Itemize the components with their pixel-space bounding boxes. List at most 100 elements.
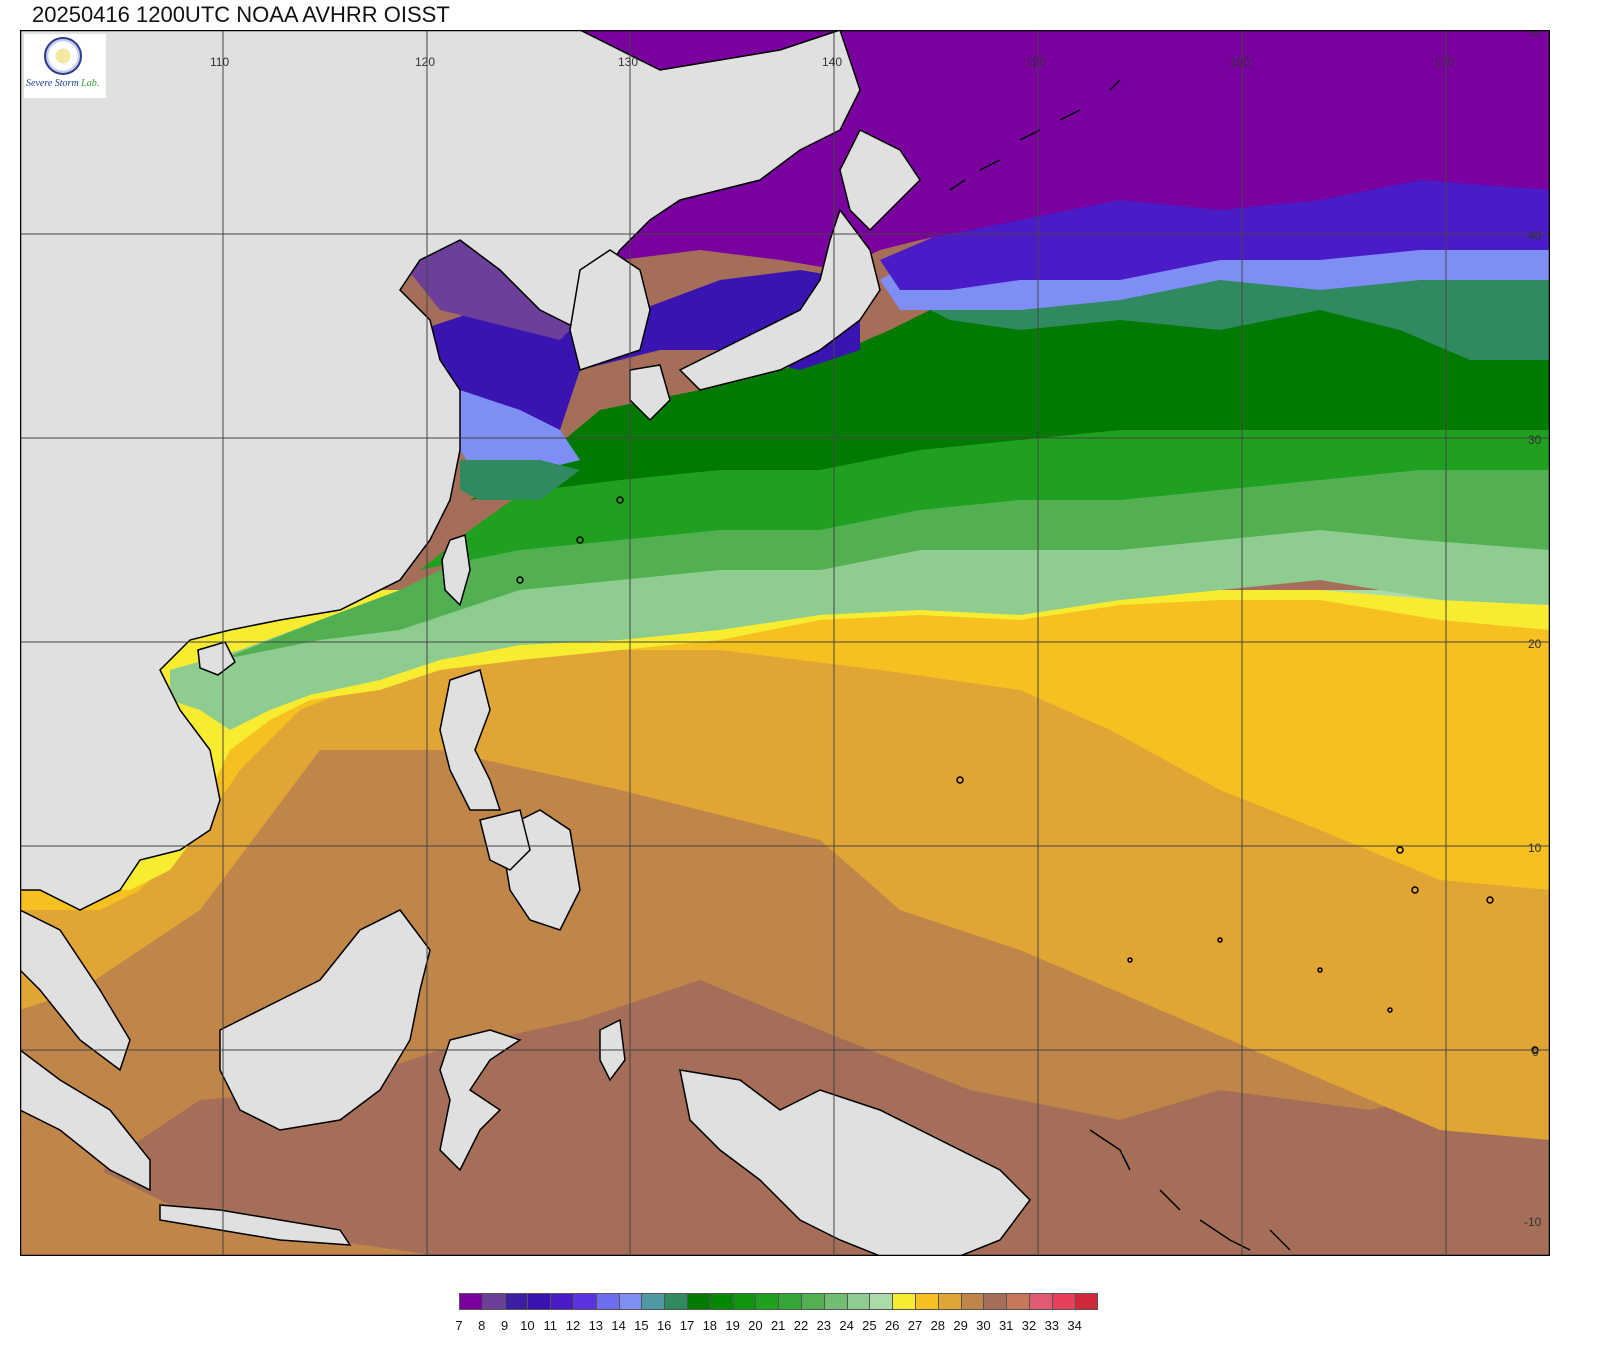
legend-swatch [550,1293,574,1310]
legend-swatch [641,1293,666,1310]
legend-labels: 7 8 9 10 11 12 13 14 15 16 17 18 19 20 21 22 23 24 25 26 27 2… [0,1318,1600,1338]
legend-swatch [459,1293,483,1310]
longitude-labels: 110 120 130 140 150 160 170 [210,55,1454,69]
sst-band-12 [880,170,1550,290]
map-frame [20,30,1550,1256]
legend-value-label: 28 [930,1318,946,1333]
sst-band-18 [470,270,1550,500]
legend-swatch [937,1293,962,1310]
legend-swatch [686,1293,711,1310]
sst-band-14b [460,390,580,480]
legend-value-label: 13 [588,1318,604,1333]
legend-value-label: 14 [611,1318,626,1333]
severe-storm-lab-logo: Severe Storm Lab. [24,34,106,98]
legend-value-label: 32 [1021,1318,1037,1333]
sumatra [20,1049,151,1192]
sst-band-30b [20,1130,440,1256]
legend-swatch [1051,1293,1076,1310]
legend-swatch [1074,1293,1099,1310]
legend-value-label: 27 [907,1318,923,1333]
legend-value-label: 8 [478,1318,486,1333]
legend-value-label: 33 [1044,1318,1060,1333]
legend-value-label: 26 [884,1318,900,1333]
legend-swatch [800,1293,825,1310]
legend-value-label: 30 [976,1318,991,1333]
legend-swatch [732,1293,757,1310]
legend-swatch [755,1293,780,1310]
legend-value-label: 23 [816,1318,832,1333]
legend-value-label: 20 [748,1318,763,1333]
lon-label-140: 140 [822,55,842,69]
hokkaido [839,128,921,232]
legend-swatch [1028,1293,1053,1310]
lat-label-30: 30 [1528,433,1542,447]
legend-swatch [892,1293,916,1310]
legend-value-label: 19 [725,1318,740,1333]
sst-band-24 [170,490,1550,730]
legend-value-label: 9 [500,1318,509,1333]
legend-value-label: 7 [455,1318,463,1333]
legend-swatch [527,1293,552,1310]
lat-label-40: 40 [1528,229,1542,243]
legend-swatch [778,1293,802,1310]
legend-swatch [664,1293,688,1310]
legend-value-label: 29 [953,1318,968,1333]
lat-label-10: 10 [1528,841,1542,855]
lon-label-120: 120 [415,55,435,69]
legend-value-label: 10 [520,1318,535,1333]
visayas [479,809,531,871]
java [159,1204,352,1246]
legend-value-label: 24 [839,1318,854,1333]
legend-value-label: 16 [656,1318,672,1333]
sst-map: 110 120 130 140 150 160 170 50 40 30 20 … [20,30,1550,1256]
legend-swatch [823,1293,848,1310]
legend-swatch [960,1293,985,1310]
hainan [197,641,236,676]
legend-value-label: 15 [634,1318,649,1333]
legend-swatch [618,1293,643,1310]
malay-peninsula [20,909,131,1072]
latitude-labels: 50 40 30 20 10 0 -10 [1524,30,1542,1229]
asia-mainland [20,30,861,911]
lon-label-160: 160 [1230,55,1250,69]
color-legend [459,1293,1099,1310]
legend-swatch [1006,1293,1030,1310]
lat-label-50: 50 [1528,30,1542,39]
lon-label-170: 170 [1434,55,1454,69]
new-guinea [679,1069,1031,1256]
legend-value-label: 12 [565,1318,581,1333]
sst-band-11 [420,270,860,450]
legend-swatch [504,1293,529,1310]
legend-value-label: 25 [862,1318,877,1333]
sst-band-28 [20,590,1550,910]
legend-value-label: 21 [770,1318,786,1333]
lon-label-110: 110 [210,55,229,69]
legend-swatch [595,1293,620,1310]
lon-label-130: 130 [618,55,638,69]
sulawesi [439,1029,522,1172]
legend-swatch [869,1293,894,1310]
lat-label-minus10: -10 [1524,1215,1542,1229]
taiwan [441,534,471,607]
japan-honshu [678,208,881,391]
legend-swatch [846,1293,871,1310]
legend-value-label: 34 [1067,1318,1082,1333]
lat-label-20: 20 [1528,637,1542,651]
map-title: 20250416 1200UTC NOAA AVHRR OISST [32,2,450,27]
lat-label-0: 0 [1532,1045,1539,1059]
legend-swatch [983,1293,1008,1310]
logo-text: Severe Storm Lab. [26,78,100,89]
legend-value-label: 11 [543,1318,557,1333]
lon-label-150: 150 [1026,55,1046,69]
legend-swatch [709,1293,734,1310]
legend-value-label: 18 [702,1318,718,1333]
small-islands [516,79,1539,1251]
borneo [219,909,431,1131]
legend-value-label: 31 [998,1318,1014,1333]
legend-value-label: 22 [793,1318,809,1333]
legend-value-label: 17 [679,1318,695,1333]
luzon [439,669,502,811]
sst-band-16b [460,460,580,500]
graticule [20,30,1550,1256]
legend-swatch [914,1293,939,1310]
